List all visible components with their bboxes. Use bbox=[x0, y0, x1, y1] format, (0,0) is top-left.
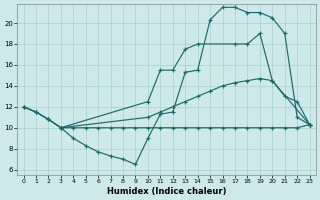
X-axis label: Humidex (Indice chaleur): Humidex (Indice chaleur) bbox=[107, 187, 226, 196]
